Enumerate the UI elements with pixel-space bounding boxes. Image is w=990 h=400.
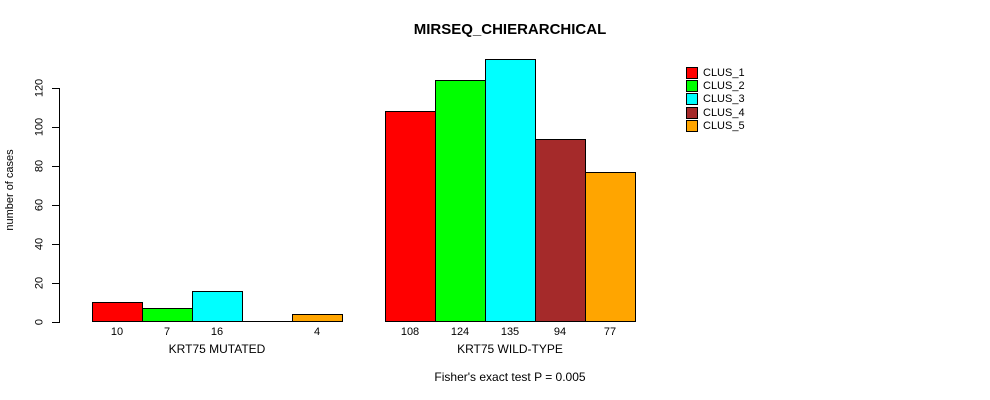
y-tick-label: 80 <box>33 159 46 173</box>
y-axis-label: number of cases <box>4 149 16 231</box>
bar-zero-clus_4 <box>242 321 293 322</box>
legend-swatch-clus_5 <box>686 120 698 132</box>
legend-label-clus_1: CLUS_1 <box>703 67 745 79</box>
bar-value-label: 94 <box>553 326 567 338</box>
bar-value-label: 16 <box>210 326 224 338</box>
legend-label-clus_2: CLUS_2 <box>703 80 745 92</box>
y-tick-label: 40 <box>33 237 46 251</box>
bar-value-label: 135 <box>500 326 520 338</box>
y-tick-label: 100 <box>33 117 46 137</box>
y-tick <box>52 166 59 167</box>
bar-clus_2 <box>435 80 486 322</box>
legend-swatch-clus_3 <box>686 93 698 105</box>
bar-clus_3 <box>485 59 536 322</box>
bar-value-label: 4 <box>313 326 321 338</box>
y-tick <box>52 127 59 128</box>
legend-label-clus_3: CLUS_3 <box>703 93 745 105</box>
bar-clus_5 <box>292 314 343 322</box>
y-tick-label: 120 <box>33 78 46 98</box>
legend-swatch-clus_1 <box>686 67 698 79</box>
bar-value-label: 77 <box>603 326 617 338</box>
group-label-krt75-wild-type: KRT75 WILD-TYPE <box>457 342 563 356</box>
bar-clus_1 <box>385 111 436 322</box>
legend-label-clus_5: CLUS_5 <box>703 120 745 132</box>
chart-title: MIRSEQ_CHIERARCHICAL <box>413 21 607 38</box>
bar-clus_5 <box>585 172 636 322</box>
bar-value-label: 108 <box>400 326 420 338</box>
bar-clus_2 <box>142 308 193 322</box>
bar-value-label: 7 <box>163 326 171 338</box>
y-tick <box>52 205 59 206</box>
y-tick <box>52 244 59 245</box>
y-tick <box>52 283 59 284</box>
bar-value-label: 10 <box>110 326 124 338</box>
bar-clus_3 <box>192 291 243 322</box>
legend-swatch-clus_4 <box>686 107 698 119</box>
y-tick <box>52 322 59 323</box>
legend-swatch-clus_2 <box>686 80 698 92</box>
bar-clus_4 <box>535 139 586 322</box>
y-tick-label: 0 <box>33 318 46 326</box>
y-tick-label: 60 <box>33 198 46 212</box>
y-axis-line <box>59 88 60 323</box>
y-tick <box>52 88 59 89</box>
bar-clus_1 <box>92 302 143 322</box>
bar-value-label: 124 <box>450 326 470 338</box>
y-tick-label: 20 <box>33 276 46 290</box>
caption-fisher-test: Fisher's exact test P = 0.005 <box>434 370 586 384</box>
legend-label-clus_4: CLUS_4 <box>703 107 745 119</box>
group-label-krt75-mutated: KRT75 MUTATED <box>168 342 266 356</box>
